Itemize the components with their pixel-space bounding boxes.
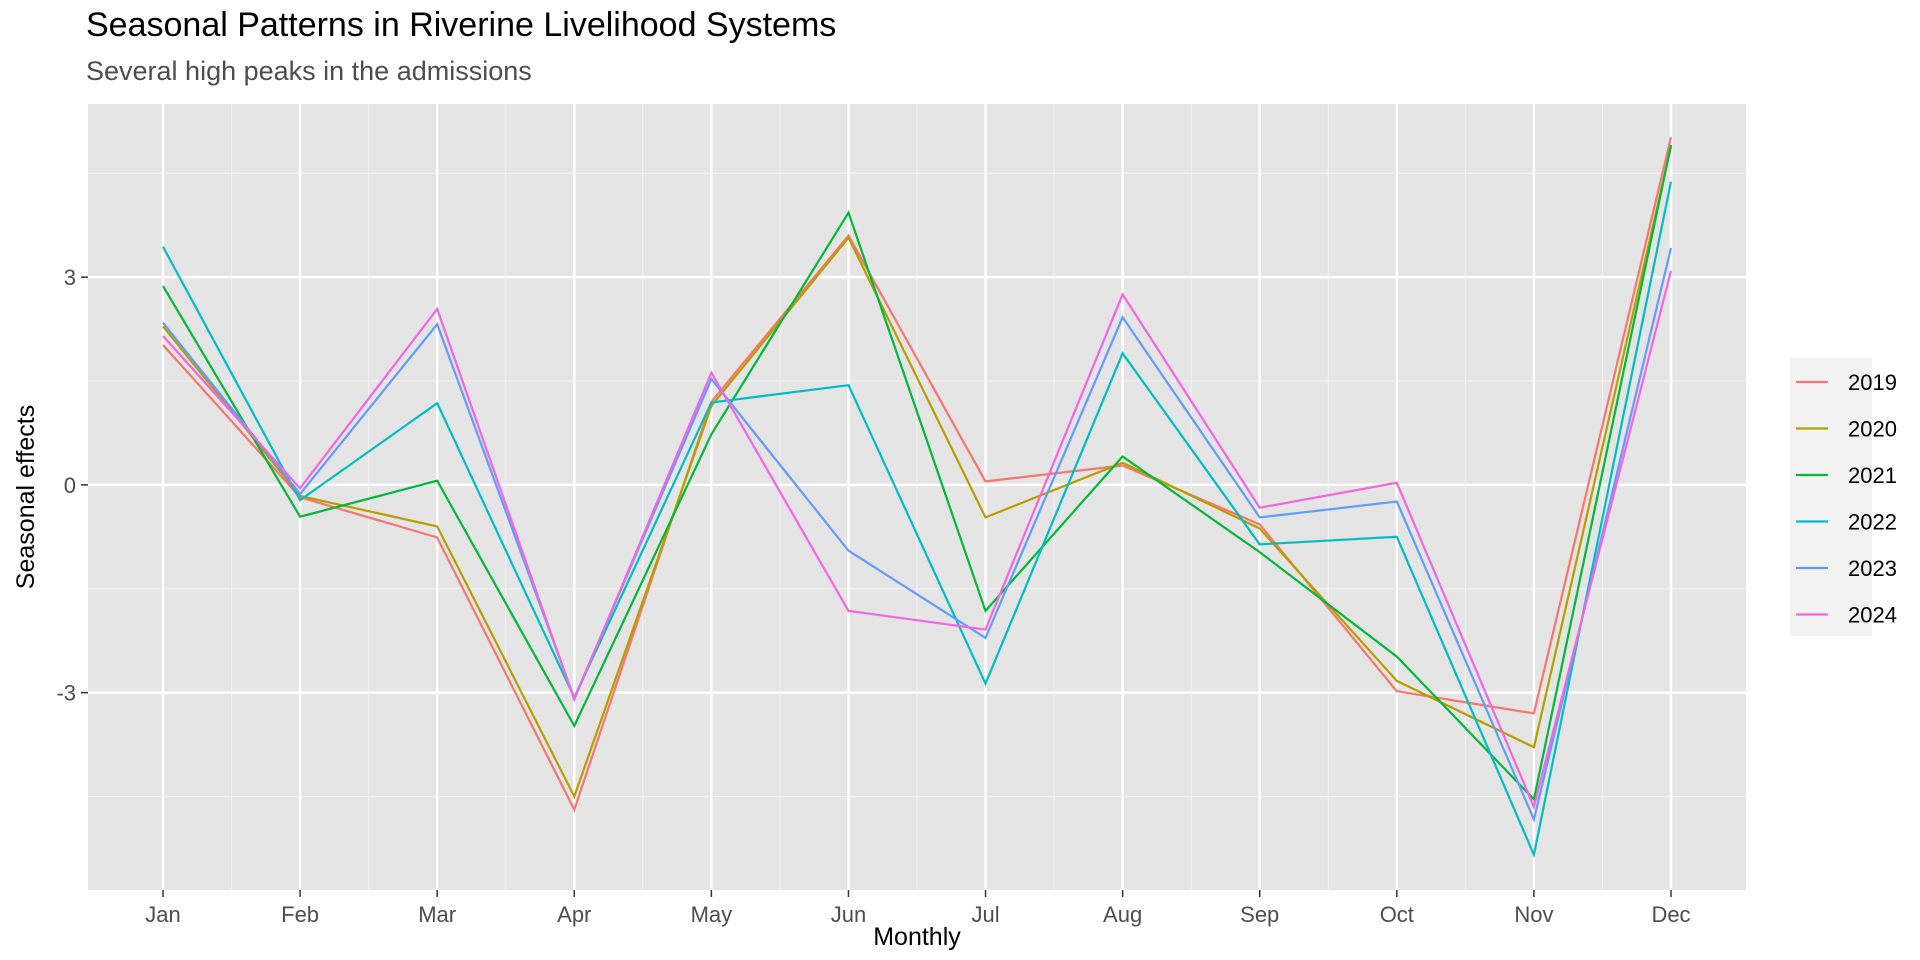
y-axis-title: Seasonal effects — [12, 405, 40, 589]
legend-label-2024: 2024 — [1848, 603, 1897, 628]
y-tick-label: 0 — [64, 473, 76, 498]
x-tick-label: Jun — [831, 902, 866, 927]
legend-label-2023: 2023 — [1848, 556, 1897, 581]
series-line-2024 — [162, 270, 1673, 811]
series-lines — [162, 136, 1673, 859]
y-tick-label: -3 — [56, 681, 76, 706]
y-axis: -3 0 3 — [56, 265, 88, 706]
series-line-2022 — [162, 181, 1673, 859]
legend-label-2019: 2019 — [1848, 370, 1897, 395]
chart-title: Seasonal Patterns in Riverine Livelihood… — [86, 6, 837, 44]
x-tick-label: Oct — [1380, 902, 1414, 927]
minor-gridlines — [88, 104, 1746, 890]
chart-subtitle: Several high peaks in the admissions — [86, 56, 532, 86]
x-tick-label: Feb — [281, 902, 319, 927]
x-tick-label: Aug — [1103, 902, 1142, 927]
x-tick-label: Jul — [971, 902, 999, 927]
legend: 2019 2020 2021 2022 2023 2024 — [1790, 358, 1897, 636]
series-line-2021 — [162, 144, 1673, 802]
legend-label-2022: 2022 — [1848, 510, 1897, 535]
legend-label-2020: 2020 — [1848, 417, 1897, 442]
x-tick-label: Apr — [557, 902, 591, 927]
legend-background — [1790, 358, 1872, 636]
x-tick-label: Nov — [1514, 902, 1553, 927]
x-tick-label: Mar — [418, 902, 456, 927]
y-tick-label: 3 — [64, 265, 76, 290]
series-line-2019 — [162, 136, 1673, 813]
x-axis-title: Monthly — [873, 923, 961, 951]
x-tick-label: Jan — [145, 902, 180, 927]
series-line-2020 — [162, 146, 1673, 800]
x-tick-label: Sep — [1240, 902, 1279, 927]
series-line-2023 — [162, 247, 1673, 823]
x-axis: Jan Feb Mar Apr May Jun Jul Aug Sep Oct Nov Dec — [145, 890, 1691, 927]
x-tick-label: May — [691, 902, 733, 927]
legend-label-2021: 2021 — [1848, 463, 1897, 488]
x-tick-label: Dec — [1651, 902, 1690, 927]
major-gridlines — [88, 104, 1746, 890]
